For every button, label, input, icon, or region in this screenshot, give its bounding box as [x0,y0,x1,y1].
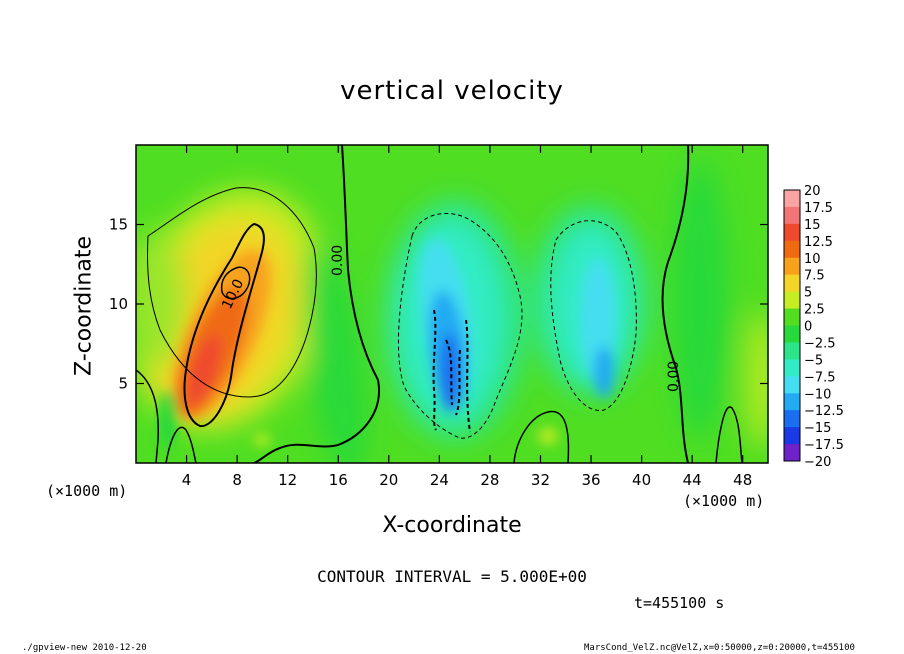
y-tick-label: 15 [109,216,128,234]
contour-lines [136,145,743,463]
x-tick-label: 24 [430,471,449,489]
colorbar-label: 0 [804,320,812,335]
x-tick-label: 8 [232,471,242,489]
colorbar-label: 17.5 [804,201,833,216]
x-tick-label: 44 [683,471,702,489]
colorbar-segment [784,206,800,225]
chart-title: vertical velocity [340,76,564,106]
contour-interval-label: CONTOUR INTERVAL = 5.000E+00 [317,567,587,586]
contour-minus5-a [397,212,523,439]
colorbar-segment [784,427,800,445]
x-tick-label: 12 [278,471,297,489]
colorbar-segment [784,257,800,276]
colorbar-segment [784,410,800,428]
colorbar-frame [783,189,801,462]
x-tick-label: 16 [329,471,348,489]
contour-label-2: 0.00 [330,245,346,276]
colorbar-label: 2.5 [804,303,825,318]
x-tick-label: 40 [632,471,651,489]
colorbar-segment [784,359,800,377]
colorbar-label: −2.5 [804,336,836,351]
colorbar-segment [784,308,800,326]
colorbar-segment [784,240,800,259]
colorbar-label: 7.5 [804,269,825,284]
footer-right: MarsCond_VelZ.nc@VelZ,x=0:50000,z=0:2000… [584,643,855,653]
contour-plus10-inner [220,266,251,300]
footer-left: ./gpview-new 2010-12-20 [22,643,147,653]
colorbar-label: −20 [804,455,831,470]
colorbar-segment [784,325,800,343]
x-tick-label: 20 [379,471,398,489]
colorbar: 20 17.5 15 12.5 10 7.5 5 2.5 0−2.5 −5 −7.5 −10 −12.5… [783,184,844,470]
colorbar-segment [784,393,800,411]
y-axis: 5 10 15 [109,216,768,393]
x-tick-label: 32 [531,471,550,489]
colorbar-label: −10 [804,387,831,402]
contour-minus10 [432,309,471,433]
field-cores [158,238,616,450]
plot-area: 10.0 0.00 0.00 [136,145,768,463]
colorbar-overlay [784,190,800,461]
colorbar-label: −12.5 [804,404,844,419]
colorbar-label: 10 [804,252,821,267]
colorbar-label: 15 [804,218,821,233]
colorbar-segment-last [784,444,800,461]
contour-zero-6 [513,410,570,463]
colorbar-segment [784,274,800,293]
y-tick-label: 10 [109,295,128,313]
colorbar-label: 12.5 [804,235,833,250]
colorbar-label: −7.5 [804,370,836,385]
contour-label-3: 0.00 [666,361,682,392]
x-unit-left: (×1000 m) [46,482,128,500]
x-axis: 4 8 12 16 20 24 28 32 36 40 44 48 [182,145,752,489]
contour-zero-5 [715,406,743,463]
contour-zero-2 [661,145,690,463]
contour-plus5 [147,187,317,398]
x-unit-right: (×1000 m) [683,492,765,510]
y-tick-label: 5 [118,375,128,393]
colorbar-segment [784,342,800,360]
x-tick-label: 48 [733,471,752,489]
colorbar-label: −15 [804,421,831,436]
y-axis-title: Z-coordinate [71,236,97,376]
x-tick-label: 36 [581,471,600,489]
contour-zero-3 [136,369,159,463]
x-tick-label: 4 [182,471,192,489]
colorbar-label: −5 [804,353,823,368]
contour-plus10 [183,222,265,428]
colorbar-label: 20 [804,184,821,199]
x-axis-title: X-coordinate [382,513,522,538]
colorbar-segment [784,190,800,208]
time-label: t=455100 s [634,594,725,612]
x-tick-label: 28 [480,471,499,489]
contour-zero-1 [253,145,380,463]
colorbar-segment [784,223,800,242]
colorbar-label: 5 [804,286,812,301]
contour-zero-4 [165,426,197,463]
colorbar-segment [784,291,800,310]
colorbar-segment [784,376,800,394]
colorbar-label: −17.5 [804,438,844,453]
